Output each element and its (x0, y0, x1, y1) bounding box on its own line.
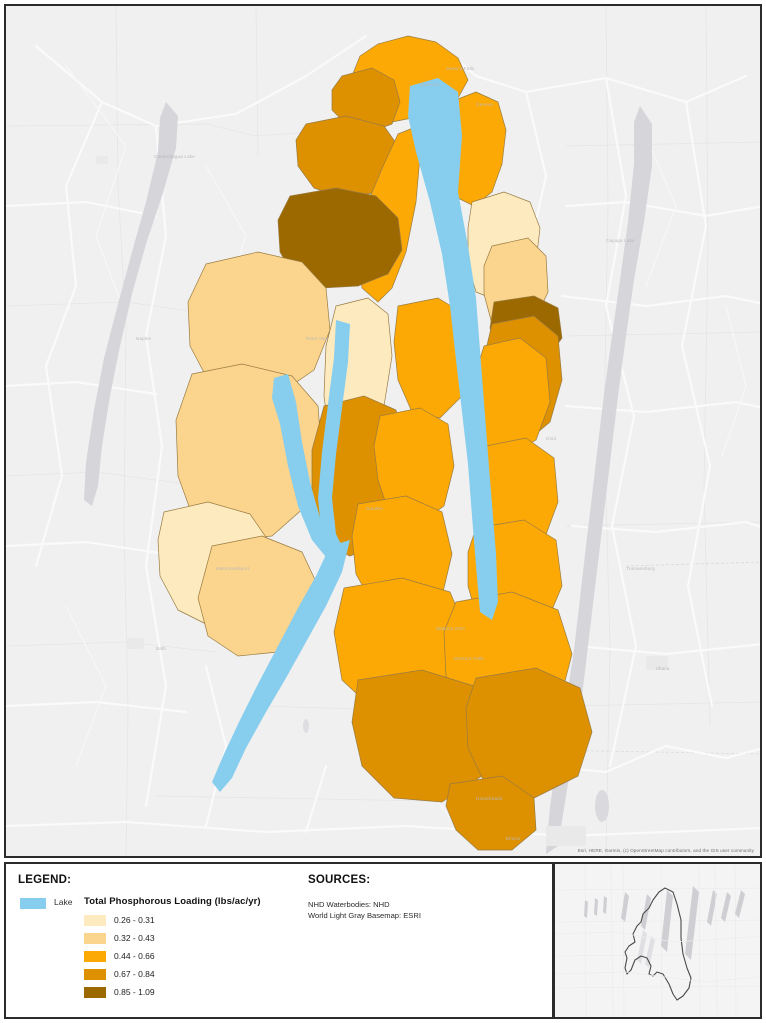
map-attribution: Esri, HERE, Garmin, (c) OpenStreetMap co… (577, 848, 754, 853)
legend-class-row: 0.44 - 0.66 (84, 948, 155, 964)
subwatershed-polygon[interactable] (445, 775, 537, 851)
subwatershed-polygon[interactable] (465, 667, 593, 799)
legend-class-swatch (84, 914, 106, 926)
legend-heading: LEGEND: (18, 874, 72, 886)
legend-class-label: 0.44 - 0.66 (114, 951, 155, 961)
ramp-list: 0.26 - 0.31 0.32 - 0.43 0.44 - 0.66 0.67 - … (84, 912, 155, 1002)
basemap-place-label: Dundee (366, 506, 383, 511)
cayuga-lake-basemap (546, 106, 652, 854)
legend-class-label: 0.85 - 1.09 (114, 987, 155, 997)
basemap-place-label: Watkins Glen (436, 626, 465, 631)
legend-class-swatch (84, 986, 106, 998)
basemap-place-label: Geneva (476, 102, 493, 107)
legend-class-swatch (84, 932, 106, 944)
legend-class-row: 0.26 - 0.31 (84, 912, 155, 928)
basemap-place-label: Seneca Falls (446, 66, 475, 71)
basemap-place-label: Cayuga Lake (606, 238, 635, 243)
keuka-lake-east-branch (318, 320, 350, 562)
keuka-lake-outlet-arm (212, 540, 350, 792)
basemap-layer (6, 6, 760, 856)
basemap-place-label: Horseheads (476, 796, 503, 801)
basemap-place-label: Trumansburg (626, 566, 655, 571)
subwatershed-polygon[interactable] (277, 187, 403, 289)
legend-class-row: 0.85 - 1.09 (84, 984, 155, 1000)
legend-class-label: 0.26 - 0.31 (114, 915, 155, 925)
ramp-title: Total Phosphorous Loading (lbs/ac/yr) (84, 896, 261, 907)
legend-class-label: 0.67 - 0.84 (114, 969, 155, 979)
basemap-place-label: Elmira (506, 836, 520, 841)
legend-class-row: 0.32 - 0.43 (84, 930, 155, 946)
seneca-lake (408, 78, 498, 620)
inset-watershed-outline (624, 887, 692, 1001)
legend-class-swatch (84, 968, 106, 980)
main-map-frame[interactable]: Canandaigua Lake Cayuga Lake Seneca Falls G… (4, 4, 762, 858)
lake-swatch (20, 898, 46, 909)
basemap-place-label: Ovid (546, 436, 557, 441)
basemap-place-label: Canandaigua Lake (154, 154, 195, 159)
subwatershed-polygon[interactable] (187, 251, 331, 397)
lake-label: Lake (54, 897, 73, 907)
legend-class-label: 0.32 - 0.43 (114, 933, 155, 943)
basemap-canvas[interactable]: Canandaigua Lake Cayuga Lake Seneca Falls G… (6, 6, 760, 856)
basemap-place-label: Montour Falls (454, 656, 484, 661)
legend-class-swatch (84, 950, 106, 962)
source-line: World Light Gray Basemap: ESRI (308, 911, 421, 920)
sources-heading: SOURCES: (308, 874, 371, 886)
legend-class-row: 0.67 - 0.84 (84, 966, 155, 982)
basemap-place-label: Hammondsport (216, 566, 250, 571)
bottom-panel: LEGEND: Lake Total Phosphorous Loading (… (4, 862, 762, 1019)
basemap-place-label: Naples (136, 336, 152, 341)
basemap-place-label: Penn Yan (306, 336, 327, 341)
sources-list: NHD Waterbodies: NHD World Light Gray Bas… (308, 899, 421, 921)
subwatershed-polygons (157, 35, 593, 851)
basemap-place-label: Bath (156, 646, 167, 651)
inset-map-canvas (555, 864, 760, 1017)
source-line: NHD Waterbodies: NHD (308, 900, 390, 909)
canandaigua-lake-basemap (84, 102, 178, 506)
inset-locator-map[interactable] (555, 864, 760, 1017)
basemap-place-label: Waterloo (420, 82, 440, 87)
legend-area: LEGEND: Lake Total Phosphorous Loading (… (6, 864, 555, 1017)
basemap-place-label: Ithaca (656, 666, 670, 671)
keuka-lake-west-branch (272, 374, 342, 562)
